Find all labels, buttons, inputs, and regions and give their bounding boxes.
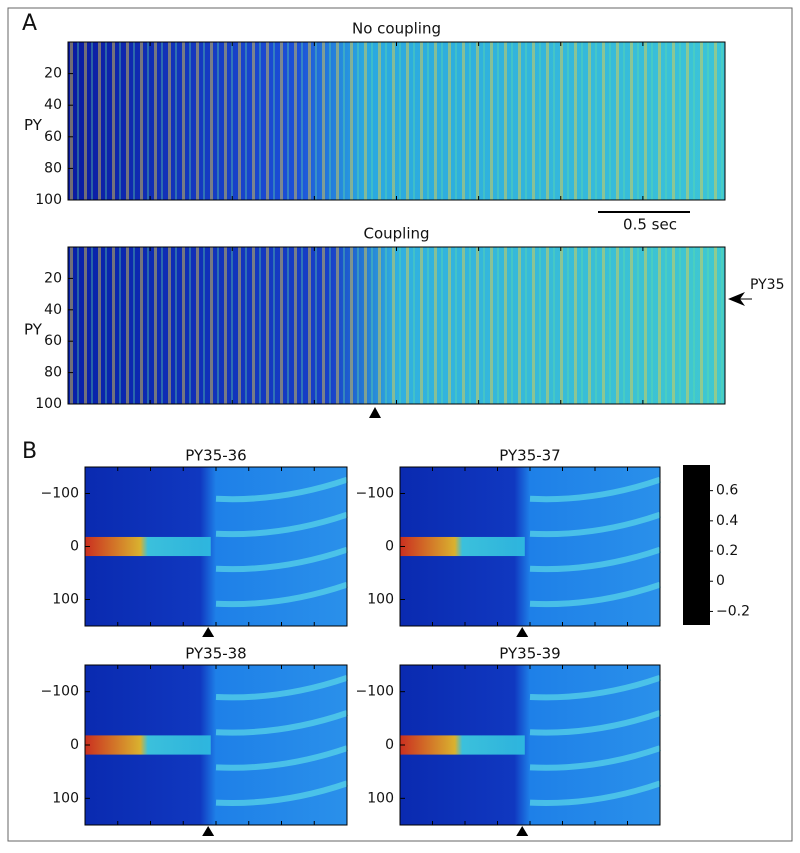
y-tick-label: −100 [41, 486, 79, 502]
y-tick-label: 80 [44, 160, 62, 176]
heatmap-wave [529, 674, 661, 701]
y-tick-label: 100 [367, 790, 394, 806]
heatmap-wave [529, 780, 661, 806]
y-tick-label: 100 [367, 592, 394, 608]
marker [202, 826, 215, 836]
y-tick-label: −100 [356, 684, 394, 700]
y-tick-label: 40 [44, 302, 62, 318]
heatmap-wave [215, 710, 348, 736]
y-tick-label: 0 [385, 539, 394, 555]
marker [369, 407, 381, 418]
heatmap-wave [529, 745, 661, 771]
plot-title: PY35-39 [499, 645, 560, 663]
heatmap-band [400, 536, 525, 557]
annotation-arrow [728, 292, 745, 306]
plot-title: Coupling [363, 225, 429, 243]
y-tick-label: −100 [41, 684, 79, 700]
heatmap-wave [529, 476, 661, 503]
heatmap-wave [215, 511, 348, 538]
heatmap-band [85, 536, 211, 557]
y-axis-label: PY [24, 321, 43, 339]
y-tick-label: 20 [44, 66, 62, 82]
heatmap-wave [215, 780, 348, 806]
heatmap-wave [529, 581, 661, 608]
y-axis-label: PY [24, 116, 43, 134]
heatmap-wave [529, 546, 661, 573]
colorbar [683, 465, 710, 625]
frame [7, 7, 793, 842]
heatmap-texture [68, 247, 725, 404]
colorbar-tick-label: 0.2 [716, 543, 738, 559]
annotation: PY35 [750, 277, 785, 293]
y-tick-label: 80 [44, 365, 62, 381]
y-tick-label: 40 [44, 97, 62, 113]
heatmap-band [85, 735, 211, 755]
plot-title: PY35-36 [185, 447, 246, 465]
y-tick-label: 100 [52, 790, 79, 806]
panel-label: B [22, 439, 37, 464]
marker [202, 627, 215, 637]
heatmap-wave [529, 710, 661, 736]
colorbar-tick-label: 0 [716, 573, 725, 589]
y-tick-label: 100 [52, 592, 79, 608]
marker [516, 627, 529, 637]
colorbar-tick-label: 0.6 [716, 483, 738, 499]
y-tick-label: 100 [35, 192, 62, 208]
y-tick-label: 0 [70, 737, 79, 753]
y-tick-label: 100 [35, 396, 62, 412]
heatmap-wave [215, 674, 348, 701]
scale-bar-label: 0.5 sec [623, 216, 677, 234]
heatmap-band [400, 735, 525, 755]
colorbar-tick-label: −0.2 [716, 603, 750, 619]
heatmap-wave [215, 745, 348, 771]
plot-title: PY35-38 [185, 645, 246, 663]
y-tick-label: 20 [44, 270, 62, 286]
y-tick-label: 0 [70, 539, 79, 555]
panel-label: A [22, 11, 37, 36]
y-tick-label: 60 [44, 333, 62, 349]
colorbar-tick-label: 0.4 [716, 513, 738, 529]
y-tick-label: 0 [385, 737, 394, 753]
y-tick-label: 60 [44, 129, 62, 145]
plot-title: No coupling [352, 20, 441, 38]
heatmap-wave [215, 476, 348, 503]
y-tick-label: −100 [356, 486, 394, 502]
heatmap-wave [215, 581, 348, 608]
marker [516, 826, 529, 836]
heatmap-texture [68, 42, 725, 200]
heatmap-wave [529, 511, 661, 538]
plot-title: PY35-37 [499, 447, 560, 465]
heatmap-wave [215, 546, 348, 573]
